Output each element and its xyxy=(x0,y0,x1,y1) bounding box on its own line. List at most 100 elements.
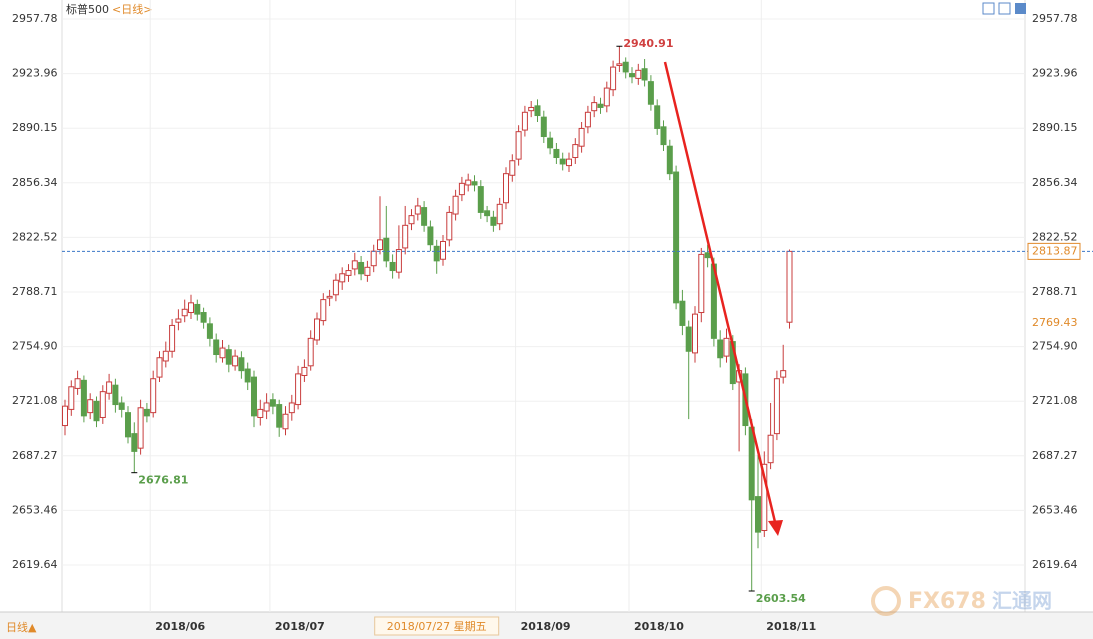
candle-body xyxy=(704,252,711,259)
candle-body xyxy=(427,226,434,246)
candle-body xyxy=(307,337,314,367)
y-tick-label: 2653.46 xyxy=(1032,503,1078,516)
candle-body xyxy=(622,61,629,73)
candle-body xyxy=(68,386,75,410)
y-tick-label: 2822.52 xyxy=(12,230,58,243)
y-tick-label: 2619.64 xyxy=(12,558,58,571)
candle-body xyxy=(534,105,541,117)
candle-body xyxy=(647,81,654,105)
candle-body xyxy=(748,426,755,501)
candle-body xyxy=(521,111,528,131)
y-tick-label: 2856.34 xyxy=(12,176,58,189)
candle-body xyxy=(679,300,686,326)
toolbar[interactable] xyxy=(982,2,1026,15)
period-button[interactable]: 日线▲ xyxy=(6,620,37,634)
candle-body xyxy=(471,181,478,186)
candle-body xyxy=(786,250,793,323)
candle-body xyxy=(610,66,617,91)
trend-arrow xyxy=(663,61,783,536)
candle-body xyxy=(540,116,547,138)
candle-body xyxy=(597,103,604,108)
candle-body xyxy=(389,261,396,272)
candle-body xyxy=(780,370,787,378)
y-tick-label: 2923.96 xyxy=(12,67,58,80)
crosshair-label-box xyxy=(374,616,500,636)
y-tick-label: 2754.90 xyxy=(1032,340,1078,353)
candle-body xyxy=(87,399,94,414)
candle-body xyxy=(685,326,692,352)
y-tick-label: 2923.96 xyxy=(1032,67,1078,80)
candle-body xyxy=(591,102,598,112)
candle-body xyxy=(490,216,497,226)
candle-body xyxy=(358,261,365,275)
candle-body xyxy=(629,73,635,78)
candle-body xyxy=(692,313,698,354)
candle-body xyxy=(238,357,245,372)
candle-body xyxy=(188,302,194,314)
candle-body xyxy=(295,373,302,406)
y-tick-label: 2653.46 xyxy=(12,503,58,516)
candle-body xyxy=(528,106,535,112)
candle-body xyxy=(288,402,295,414)
candle-body xyxy=(93,400,100,422)
candle-body xyxy=(402,224,409,249)
crosshair-x-label: 2018/07/27 星期五 xyxy=(387,620,487,633)
candle-body xyxy=(452,195,459,215)
candle-body xyxy=(673,171,680,304)
annotation-label: 2603.54 xyxy=(756,592,806,605)
candle-body xyxy=(213,339,220,356)
candle-body xyxy=(257,408,264,418)
candle-body xyxy=(175,318,182,323)
candle-body xyxy=(232,355,239,367)
candle-body xyxy=(263,402,270,412)
candle-body xyxy=(219,347,226,359)
candle-body xyxy=(225,349,232,365)
candle-body xyxy=(351,260,358,270)
candle-body xyxy=(99,391,106,418)
candle-body xyxy=(194,303,201,315)
candle-body xyxy=(440,240,446,260)
last-price-box xyxy=(1027,242,1081,260)
candle-body xyxy=(761,463,768,532)
candle-body xyxy=(566,158,572,167)
candle-body xyxy=(723,337,730,357)
candle-body xyxy=(364,266,371,276)
watermark: FX678 汇通网 xyxy=(871,586,1052,616)
candle-body xyxy=(755,496,761,533)
candle-body xyxy=(169,324,176,352)
candle-body xyxy=(666,145,673,175)
candle-body xyxy=(477,186,484,213)
y-tick-label: 2822.52 xyxy=(1032,230,1078,243)
toolbar-button[interactable] xyxy=(1015,3,1026,14)
candle-body xyxy=(515,131,522,160)
candle-body xyxy=(339,273,346,283)
candle-body xyxy=(251,376,257,417)
candle-body xyxy=(62,405,68,427)
y-tick-label: 2788.71 xyxy=(12,285,58,298)
candle-body xyxy=(414,205,421,215)
candle-body xyxy=(603,87,610,107)
candle-body xyxy=(383,237,390,262)
candle-body xyxy=(276,404,283,428)
y-tick-label: 2957.78 xyxy=(1032,12,1078,25)
toolbar-button[interactable] xyxy=(998,2,1011,15)
candle-body xyxy=(446,211,453,241)
candle-body xyxy=(553,148,560,159)
candle-body xyxy=(421,207,428,226)
candle-body xyxy=(125,412,131,438)
candle-body xyxy=(559,158,566,165)
watermark-text: FX678 xyxy=(908,589,986,614)
candle-body xyxy=(206,323,213,339)
annotation-label: 2676.81 xyxy=(138,474,188,487)
y-tick-label: 2957.78 xyxy=(12,12,58,25)
candle-body xyxy=(131,433,138,452)
toolbar-button[interactable] xyxy=(982,2,995,15)
candle-body xyxy=(773,378,780,435)
candle-body xyxy=(767,434,774,464)
candle-body xyxy=(584,111,591,128)
watermark-logo xyxy=(871,586,901,616)
candle-body xyxy=(654,105,661,129)
candle-body xyxy=(326,295,333,299)
